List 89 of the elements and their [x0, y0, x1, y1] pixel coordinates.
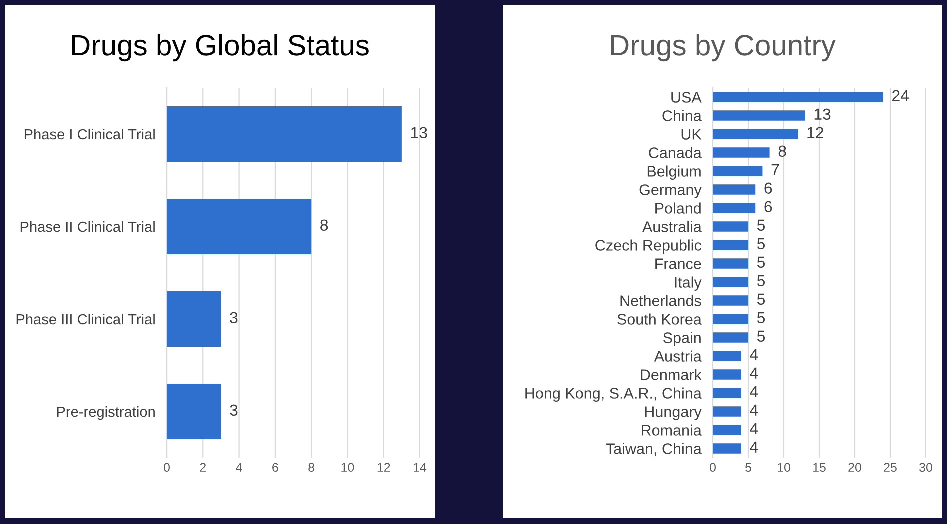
y-tick-label: Canada — [649, 147, 702, 158]
y-tick-label: Australia — [642, 221, 702, 232]
data-label: 8 — [778, 146, 786, 158]
data-label: 13 — [814, 108, 831, 120]
bar — [713, 296, 748, 306]
x-tick-label: 2 — [200, 463, 206, 472]
bar — [713, 277, 748, 288]
y-tick-label: Poland — [656, 202, 701, 214]
bar — [713, 258, 748, 269]
bar — [713, 110, 806, 121]
bar — [713, 444, 742, 454]
data-label: 4 — [750, 423, 758, 434]
data-label: 6 — [764, 182, 772, 194]
bar — [713, 425, 742, 436]
bar — [713, 222, 748, 232]
data-label: 7 — [772, 164, 780, 176]
data-label: 5 — [757, 330, 766, 342]
y-tick-label: France — [656, 258, 702, 270]
y-tick-label: Phase I Clinical Trial — [24, 128, 155, 140]
x-tick-label: 25 — [884, 463, 897, 472]
y-tick-label: Taiwan, China — [606, 443, 702, 456]
y-tick-label: Belgium — [648, 166, 701, 180]
bar — [713, 332, 748, 343]
y-tick-label: Germany — [640, 184, 702, 198]
x-tick-label: 8 — [308, 463, 315, 472]
bar — [713, 388, 742, 398]
bar — [167, 199, 312, 254]
x-tick-label: 4 — [236, 463, 242, 472]
y-tick-label: Austria — [654, 350, 702, 362]
x-tick-label: 14 — [414, 463, 427, 472]
data-label: 4 — [750, 404, 758, 416]
bar — [713, 184, 756, 195]
data-label: 12 — [808, 127, 824, 138]
data-label: 5 — [757, 294, 766, 306]
bar — [167, 106, 402, 162]
y-tick-label: Hungary — [645, 406, 702, 420]
bar — [713, 166, 763, 176]
x-tick-label: 10 — [778, 463, 790, 472]
bar — [713, 92, 884, 102]
chart-title: Drugs by Global Status — [72, 34, 369, 62]
x-tick-label: 0 — [710, 463, 716, 472]
bar — [713, 351, 742, 362]
data-label: 4 — [750, 386, 758, 398]
y-tick-label: Romania — [642, 424, 702, 436]
y-tick-label: Spain — [664, 332, 701, 346]
bar — [713, 129, 798, 140]
bar — [713, 240, 748, 250]
y-tick-label: China — [662, 110, 702, 122]
bar — [713, 203, 756, 214]
y-tick-label: Phase II Clinical Trial — [20, 221, 155, 232]
x-tick-label: 6 — [272, 463, 278, 472]
x-tick-label: 10 — [342, 463, 354, 472]
y-tick-label: Netherlands — [620, 295, 702, 306]
data-label: 5 — [757, 256, 766, 268]
data-label: 4 — [750, 442, 758, 453]
bar — [167, 292, 222, 347]
bar — [713, 148, 770, 158]
bar — [713, 406, 742, 417]
bar — [167, 384, 222, 440]
y-tick-label: Denmark — [641, 369, 702, 380]
data-label: 4 — [750, 368, 758, 379]
x-tick-label: 0 — [164, 463, 170, 472]
data-label: 24 — [892, 90, 910, 102]
y-tick-label: Hong Kong, S.A.R., China — [526, 388, 702, 402]
x-tick-label: 30 — [920, 463, 932, 472]
y-tick-label: UK — [682, 129, 702, 140]
chart-title: Drugs by Country — [611, 34, 836, 62]
x-tick-label: 12 — [378, 463, 390, 472]
data-label: 5 — [757, 220, 766, 232]
x-tick-label: 15 — [814, 463, 826, 472]
data-label: 6 — [764, 201, 772, 213]
data-label: 8 — [320, 220, 328, 232]
data-label: 5 — [757, 238, 766, 250]
y-tick-label: USA — [672, 92, 702, 103]
x-tick-label: 20 — [848, 463, 862, 472]
y-tick-label: Phase III Clinical Trial — [16, 314, 155, 325]
y-tick-label: Pre-registration — [57, 406, 155, 420]
data-label: 5 — [757, 312, 766, 324]
y-tick-label: South Korea — [618, 314, 702, 325]
bar — [713, 370, 742, 380]
y-tick-label: Czech Republic — [596, 240, 702, 254]
y-tick-label: Italy — [675, 276, 702, 291]
data-label: 3 — [230, 404, 238, 416]
data-label: 4 — [750, 349, 758, 360]
bar — [713, 314, 748, 324]
x-tick-label: 5 — [746, 463, 752, 472]
data-label: 5 — [757, 275, 766, 287]
data-label: 13 — [411, 127, 428, 139]
data-label: 3 — [230, 312, 238, 324]
